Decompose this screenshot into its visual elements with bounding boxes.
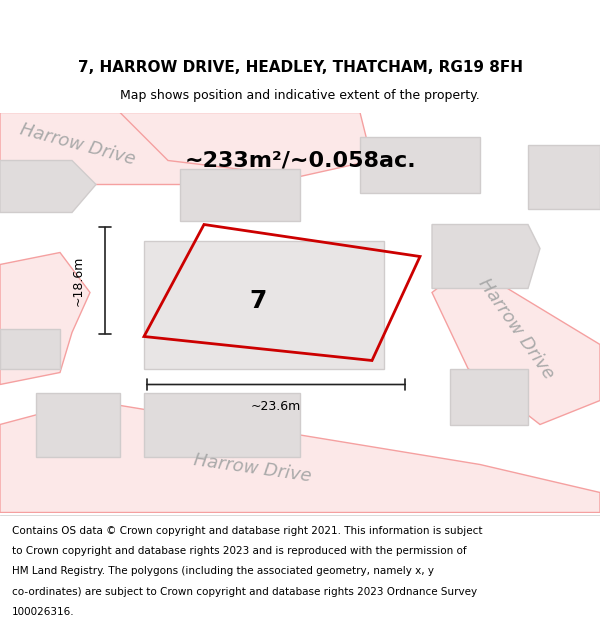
Polygon shape bbox=[144, 241, 384, 369]
Text: HM Land Registry. The polygons (including the associated geometry, namely x, y: HM Land Registry. The polygons (includin… bbox=[12, 566, 434, 576]
Polygon shape bbox=[36, 392, 120, 456]
Polygon shape bbox=[0, 253, 90, 384]
Polygon shape bbox=[360, 136, 480, 192]
Text: 7: 7 bbox=[250, 289, 266, 312]
Polygon shape bbox=[144, 392, 300, 456]
Polygon shape bbox=[432, 224, 540, 289]
Text: Contains OS data © Crown copyright and database right 2021. This information is : Contains OS data © Crown copyright and d… bbox=[12, 526, 482, 536]
Text: ~18.6m: ~18.6m bbox=[71, 255, 85, 306]
Text: to Crown copyright and database rights 2023 and is reproduced with the permissio: to Crown copyright and database rights 2… bbox=[12, 546, 467, 556]
Text: Harrow Drive: Harrow Drive bbox=[19, 121, 137, 169]
Polygon shape bbox=[0, 112, 330, 184]
Polygon shape bbox=[528, 144, 600, 209]
Text: Map shows position and indicative extent of the property.: Map shows position and indicative extent… bbox=[120, 89, 480, 101]
Text: ~23.6m: ~23.6m bbox=[251, 400, 301, 413]
Polygon shape bbox=[0, 329, 60, 369]
Text: ~233m²/~0.058ac.: ~233m²/~0.058ac. bbox=[184, 151, 416, 171]
Polygon shape bbox=[0, 401, 600, 512]
Text: Harrow Drive: Harrow Drive bbox=[192, 451, 312, 486]
Polygon shape bbox=[120, 112, 372, 176]
Text: 100026316.: 100026316. bbox=[12, 607, 74, 617]
Polygon shape bbox=[432, 264, 600, 424]
Text: 7, HARROW DRIVE, HEADLEY, THATCHAM, RG19 8FH: 7, HARROW DRIVE, HEADLEY, THATCHAM, RG19… bbox=[77, 60, 523, 75]
Polygon shape bbox=[180, 169, 300, 221]
Text: Harrow Drive: Harrow Drive bbox=[475, 275, 557, 382]
Polygon shape bbox=[450, 369, 528, 424]
Polygon shape bbox=[0, 161, 96, 212]
Text: co-ordinates) are subject to Crown copyright and database rights 2023 Ordnance S: co-ordinates) are subject to Crown copyr… bbox=[12, 587, 477, 597]
